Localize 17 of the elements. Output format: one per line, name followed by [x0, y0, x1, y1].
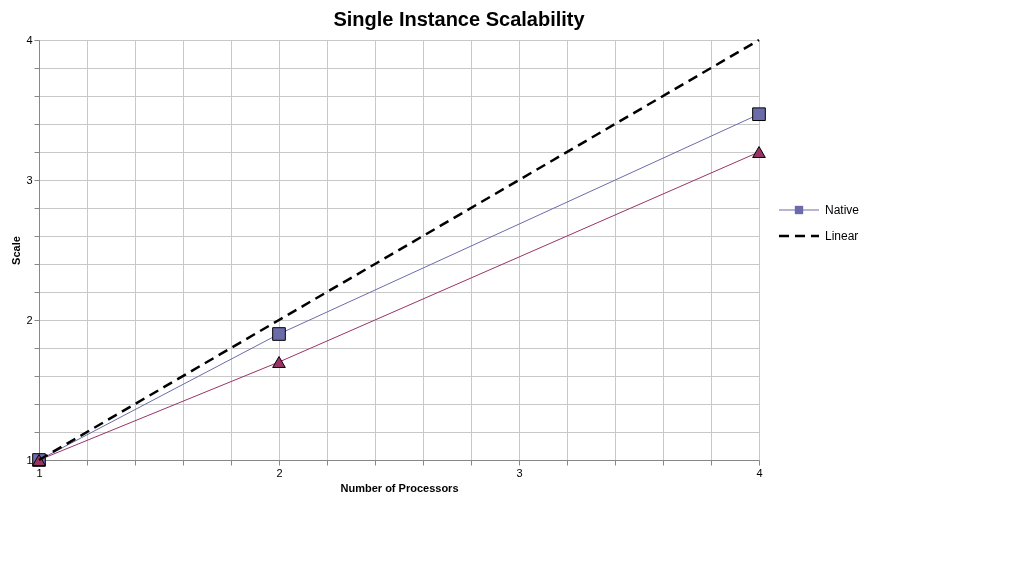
x-tick-label: 2: [276, 466, 283, 479]
legend-label: Linear: [825, 229, 859, 243]
y-tick-label: 4: [26, 33, 33, 46]
y-tick-label: 3: [26, 173, 33, 186]
x-tick-label: 1: [36, 466, 43, 479]
legend-label: Native: [825, 203, 860, 217]
point: [752, 146, 766, 158]
x-axis-title: Number of Processors: [340, 481, 459, 494]
y-tick-label: 1: [26, 453, 33, 466]
point: [272, 356, 286, 368]
y-axis-title: Scale: [10, 236, 23, 265]
point: [752, 107, 766, 122]
chart-title: Single Instance Scalability: [333, 8, 586, 30]
x-tick-label: 3: [516, 466, 523, 479]
x-tick-label: 4: [756, 466, 763, 479]
point: [272, 327, 286, 341]
y-tick-label: 2: [26, 313, 33, 326]
